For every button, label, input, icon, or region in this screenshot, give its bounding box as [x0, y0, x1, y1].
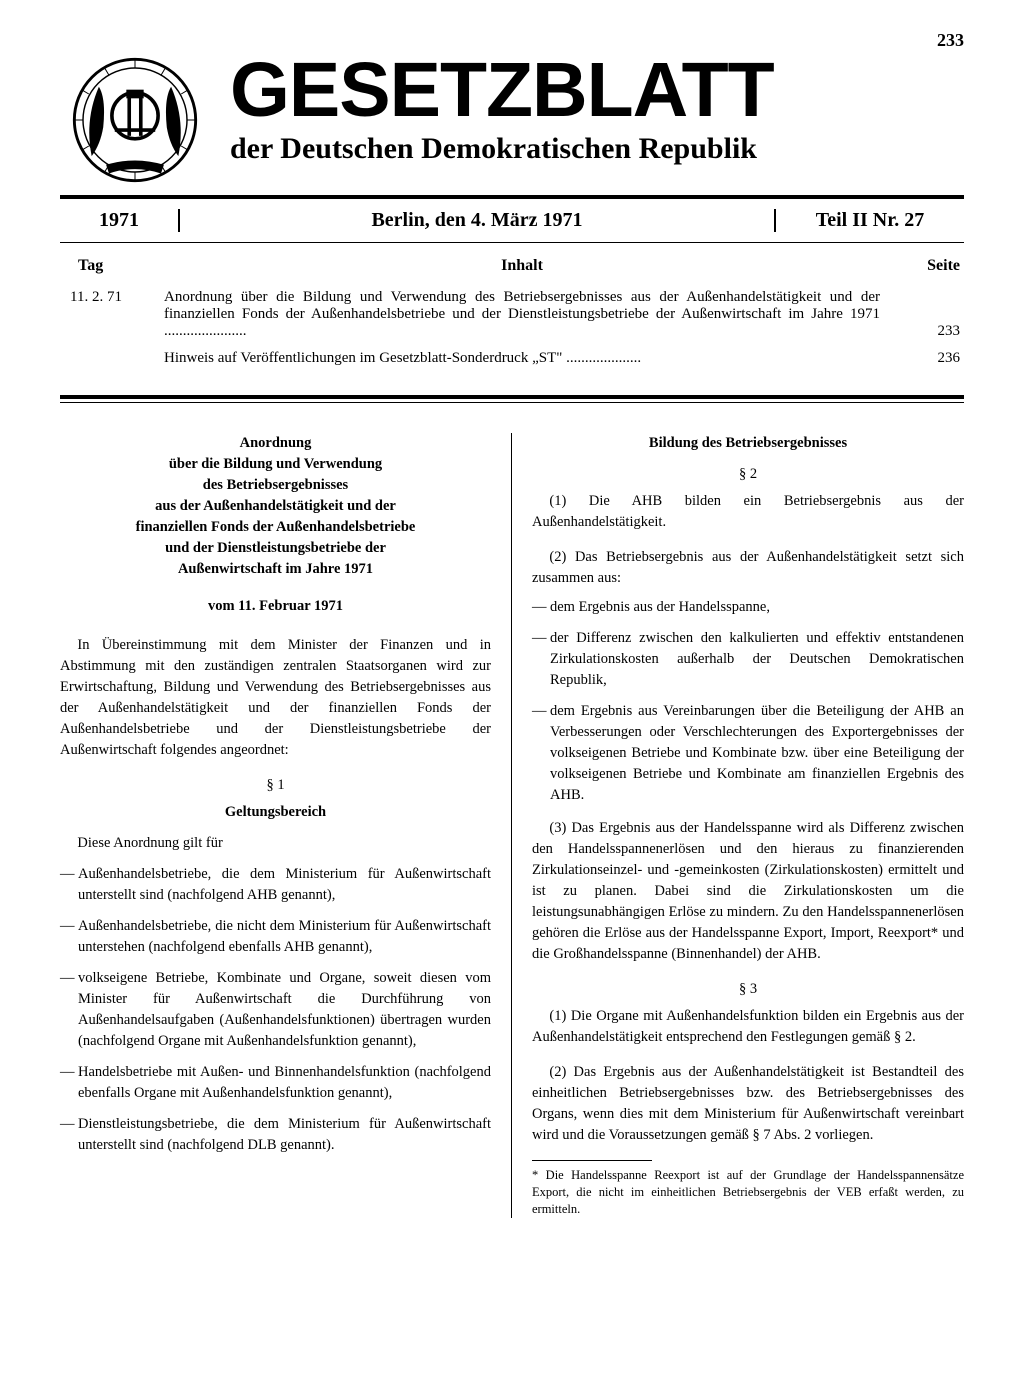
toc-head-content: Inhalt — [164, 257, 880, 275]
toc-row: 11. 2. 71 Anordnung über die Bildung und… — [64, 289, 960, 340]
pub-place-date: Berlin, den 4. März 1971 — [180, 209, 774, 232]
section-number: § 2 — [532, 464, 964, 485]
section-number: § 1 — [60, 775, 491, 796]
ddr-emblem-icon — [60, 55, 210, 185]
toc-date: 11. 2. 71 — [64, 289, 164, 340]
paragraph: (2) Das Ergebnis aus der Außenhandelstät… — [532, 1062, 964, 1146]
composition-list: —dem Ergebnis aus der Handelsspanne, —de… — [532, 597, 964, 806]
list-item: —volkseigene Betriebe, Kombinate und Org… — [60, 968, 491, 1052]
section-intro: Diese Anordnung gilt für — [60, 833, 491, 854]
double-rule — [60, 395, 964, 403]
preamble: In Übereinstimmung mit dem Minister der … — [60, 635, 491, 761]
footnote: * Die Handelsspanne Reexport ist auf der… — [532, 1167, 964, 1218]
masthead-text: GESETZBLATT der Deutschen Demokratischen… — [230, 55, 964, 166]
masthead-subtitle: der Deutschen Demokratischen Republik — [230, 132, 964, 166]
paragraph: (3) Das Ergebnis aus der Handelsspanne w… — [532, 818, 964, 965]
masthead: GESETZBLATT der Deutschen Demokratischen… — [60, 55, 964, 185]
ordinance-date: vom 11. Februar 1971 — [60, 596, 491, 617]
toc-head-page: Seite — [880, 257, 960, 275]
publication-row: 1971 Berlin, den 4. März 1971 Teil II Nr… — [60, 199, 964, 242]
right-column: Bildung des Betriebsergebnisses § 2 (1) … — [512, 433, 964, 1218]
paragraph: (1) Die Organe mit Außenhandelsfunktion … — [532, 1006, 964, 1048]
paragraph: (2) Das Betriebsergebnis aus der Außenha… — [532, 547, 964, 589]
paragraph: (1) Die AHB bilden ein Betriebsergebnis … — [532, 491, 964, 533]
toc-head-day: Tag — [64, 257, 164, 275]
document-page: 233 — [0, 0, 1024, 1268]
list-item: —der Differenz zwischen den kalkulierten… — [532, 628, 964, 691]
toc-row: Hinweis auf Veröffentlichungen im Gesetz… — [64, 350, 960, 367]
scope-list: —Außenhandelsbetriebe, die dem Ministeri… — [60, 864, 491, 1156]
list-item: —Außenhandelsbetriebe, die nicht dem Min… — [60, 916, 491, 958]
list-item: —Außenhandelsbetriebe, die dem Ministeri… — [60, 864, 491, 906]
masthead-title: GESETZBLATT — [230, 55, 964, 126]
section-name: Geltungsbereich — [60, 802, 491, 823]
footnote-rule — [532, 1160, 652, 1161]
section-number: § 3 — [532, 979, 964, 1000]
left-column: Anordnung über die Bildung und Verwendun… — [60, 433, 512, 1218]
list-item: —Handelsbetriebe mit Außen- und Binnenha… — [60, 1062, 491, 1104]
toc-text: Hinweis auf Veröffentlichungen im Gesetz… — [164, 350, 900, 367]
toc-date — [64, 350, 164, 367]
toc-header: Tag Inhalt Seite — [64, 257, 960, 275]
toc-page: 236 — [900, 350, 960, 367]
pub-issue: Teil II Nr. 27 — [774, 209, 964, 232]
pub-year: 1971 — [60, 209, 180, 232]
section-heading: Bildung des Betriebsergebnisses — [532, 433, 964, 454]
toc-page: 233 — [900, 323, 960, 340]
body-columns: Anordnung über die Bildung und Verwendun… — [60, 433, 964, 1218]
ordinance-title: Anordnung über die Bildung und Verwendun… — [60, 433, 491, 580]
list-item: —Dienstleistungsbetriebe, die dem Minist… — [60, 1114, 491, 1156]
toc-text: Anordnung über die Bildung und Verwendun… — [164, 289, 900, 340]
table-of-contents: Tag Inhalt Seite 11. 2. 71 Anordnung übe… — [60, 243, 964, 389]
list-item: —dem Ergebnis aus der Handelsspanne, — [532, 597, 964, 618]
list-item: —dem Ergebnis aus Vereinbarungen über di… — [532, 701, 964, 806]
